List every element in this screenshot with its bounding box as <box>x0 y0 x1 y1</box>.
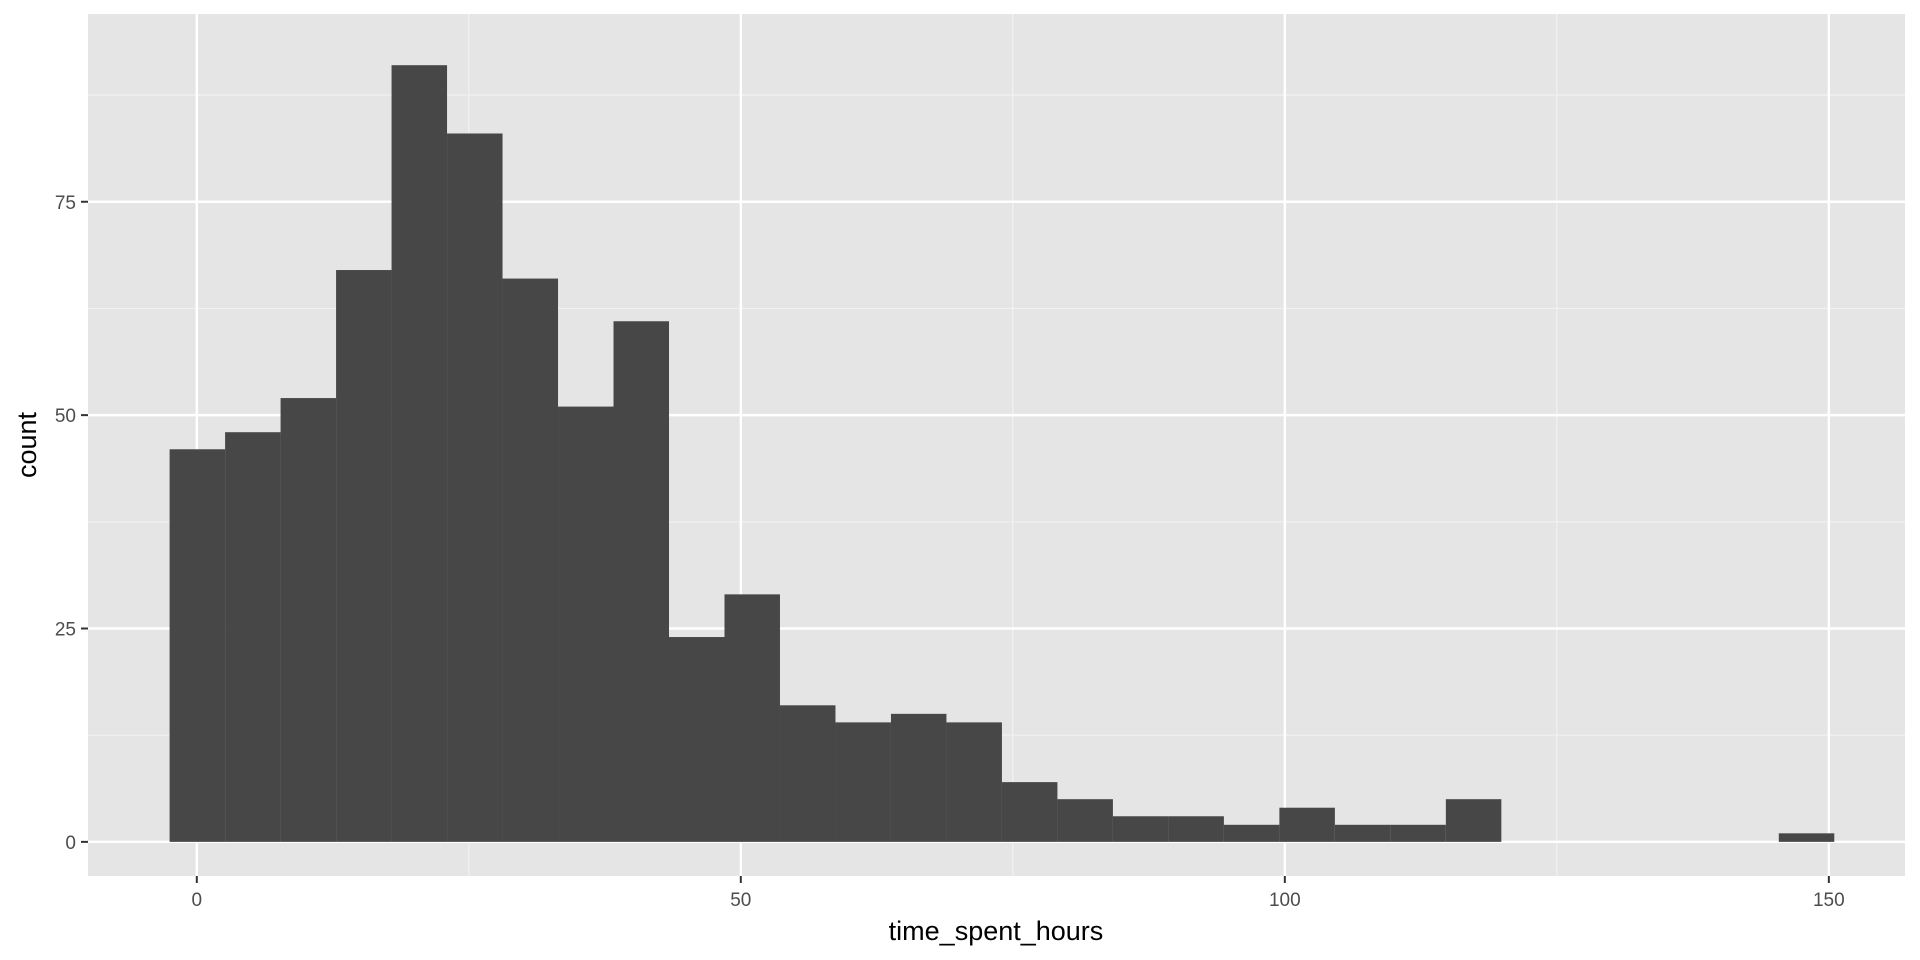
histogram-bar <box>613 321 670 842</box>
x-tick-label: 0 <box>192 890 203 911</box>
histogram-bar <box>1279 807 1335 842</box>
histogram-bar <box>1445 799 1502 842</box>
histogram-bar <box>946 722 1002 842</box>
histogram-bar <box>835 722 891 842</box>
histogram-bar <box>558 406 614 842</box>
histogram-bar <box>1168 816 1224 842</box>
histogram-bar <box>502 278 559 842</box>
x-tick-label: 50 <box>730 890 751 911</box>
y-axis-ticks: 0 25 50 75 <box>55 193 88 854</box>
histogram-bar <box>1778 833 1835 842</box>
histogram-bar <box>447 133 503 842</box>
histogram-bar <box>890 713 947 842</box>
x-axis-ticks: 0 50 100 150 <box>192 876 1845 911</box>
histogram-bar <box>280 398 337 842</box>
y-tick-label: 25 <box>55 619 76 640</box>
histogram-bar <box>169 449 226 842</box>
y-axis-title: count <box>12 411 42 478</box>
histogram-bar <box>1223 824 1280 842</box>
x-tick-label: 100 <box>1269 890 1301 911</box>
y-tick-label: 75 <box>55 193 76 214</box>
x-tick-label: 150 <box>1813 890 1845 911</box>
major-gridlines <box>88 14 1905 876</box>
histogram-bar <box>1390 824 1446 842</box>
y-tick-label: 50 <box>55 406 76 427</box>
histogram-bar <box>1057 799 1113 842</box>
histogram-bar <box>1001 782 1058 842</box>
histogram-bar <box>779 705 836 842</box>
histogram-bar <box>669 637 725 842</box>
histogram-bars <box>169 65 1835 842</box>
histogram-bar <box>225 432 281 842</box>
histogram-bar <box>336 270 392 842</box>
y-tick-label: 0 <box>65 833 76 854</box>
histogram-bar <box>391 65 448 842</box>
histogram-bar <box>724 594 780 842</box>
histogram-bar <box>1112 816 1169 842</box>
histogram-bar <box>1334 824 1391 842</box>
x-axis-title: time_spent_hours <box>889 916 1104 946</box>
